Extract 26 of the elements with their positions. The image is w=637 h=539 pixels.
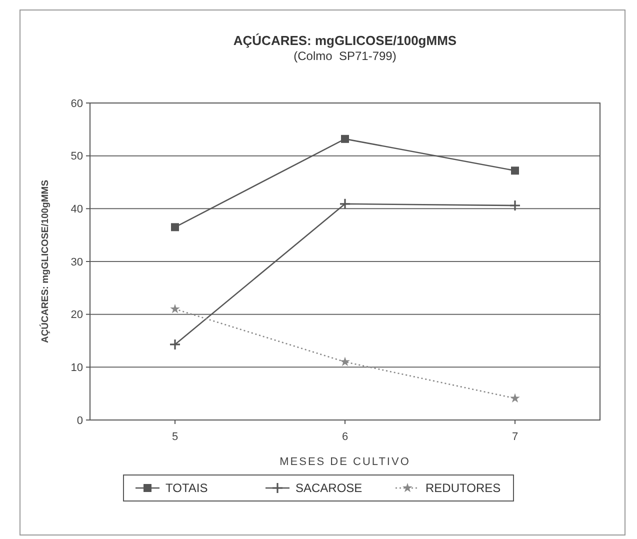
x-axis-title: MESES DE CULTIVO [280,456,410,468]
point [340,356,350,366]
point [341,134,349,143]
point [339,198,351,210]
y-tick-label: 50 [70,150,83,163]
x-tick-label: 6 [342,431,348,443]
point [511,166,519,175]
legend-label: REDUTORES [426,481,501,496]
y-tick-label: 0 [76,414,83,427]
point [170,304,180,314]
chart-title: AÇÚCARES: mgGLICOSE/100gMMS [233,33,457,48]
x-tick-label: 5 [172,431,178,443]
y-tick-label: 60 [70,98,83,110]
y-tick-label: 30 [70,256,83,268]
point [171,223,179,232]
point [169,338,181,350]
point [510,393,520,403]
point [509,200,521,212]
chart-subtitle: (Colmo SP71-799) [294,49,396,63]
y-axis-title: AÇÚCARES: mgGLICOSE/100gMMS [39,180,51,344]
y-tick-label: 40 [70,204,83,216]
y-tick-label: 20 [70,309,83,322]
y-tick-label: 10 [70,362,83,374]
x-tick-label: 7 [512,431,518,443]
legend-label: SACAROSE [296,481,362,496]
legend-label: TOTAIS [166,481,208,496]
